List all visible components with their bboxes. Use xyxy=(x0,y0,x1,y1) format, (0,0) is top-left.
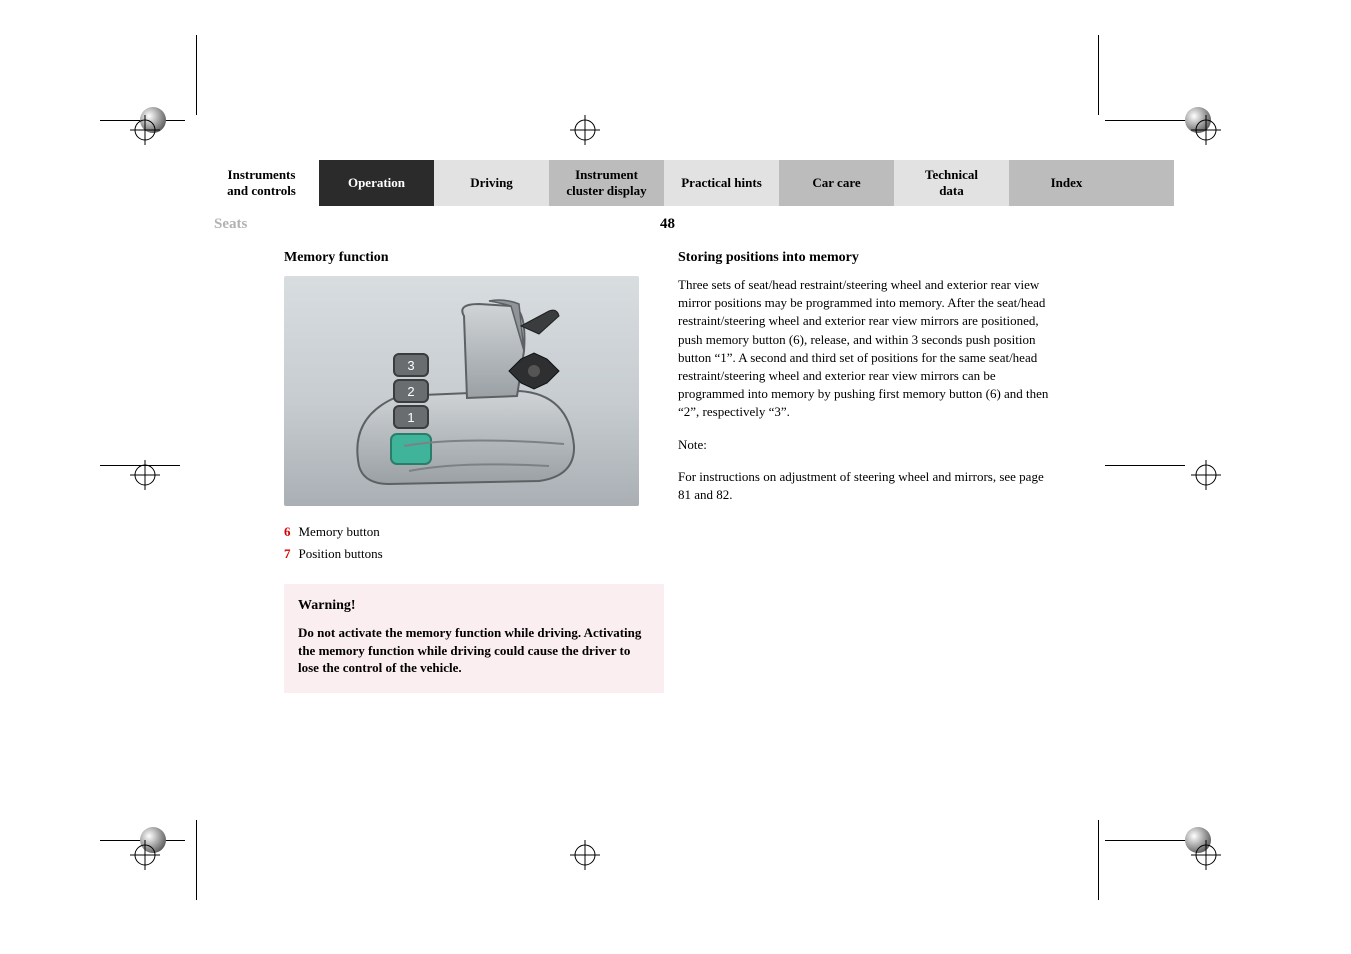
nav-tab[interactable]: Car care xyxy=(779,160,894,206)
nav-tabs: Instruments and controlsOperationDriving… xyxy=(204,160,1124,206)
nav-tab[interactable]: Index xyxy=(1009,160,1124,206)
position-button: 3 xyxy=(394,354,428,376)
nav-tab[interactable]: Practical hints xyxy=(664,160,779,206)
registration-mark xyxy=(120,105,170,155)
nav-tab[interactable]: Instrument cluster display xyxy=(549,160,664,206)
warning-box: Warning! Do not activate the memory func… xyxy=(284,584,664,693)
position-button: 2 xyxy=(394,380,428,402)
left-heading: Memory function xyxy=(284,250,659,266)
position-button-label: 3 xyxy=(407,358,414,373)
warning-body: Do not activate the memory function whil… xyxy=(298,624,650,677)
nav-tab[interactable]: Driving xyxy=(434,160,549,206)
registration-mark xyxy=(560,105,610,155)
page-number: 48 xyxy=(660,216,675,233)
legend-list: 6 Memory button 7 Position buttons xyxy=(284,524,659,562)
registration-mark xyxy=(1181,830,1231,880)
seat-illustration: 3 2 1 xyxy=(339,296,589,491)
nav-tab[interactable]: Technical data xyxy=(894,160,1009,206)
note-body: For instructions on adjustment of steeri… xyxy=(678,468,1058,504)
position-button-label: 1 xyxy=(407,410,414,425)
note-label: Note: xyxy=(678,436,1058,454)
legend-text: Memory button xyxy=(299,524,380,539)
right-heading: Storing positions into memory xyxy=(678,250,1058,266)
nav-tab-endcap xyxy=(1124,160,1174,206)
registration-mark xyxy=(560,830,610,880)
legend-number: 6 xyxy=(284,524,291,539)
registration-mark xyxy=(1181,105,1231,155)
seat-memory-diagram: 3 2 1 xyxy=(284,276,639,506)
legend-item: 6 Memory button xyxy=(284,524,659,540)
registration-mark xyxy=(120,450,170,500)
position-button-label: 2 xyxy=(407,384,414,399)
right-paragraph: Three sets of seat/head restraint/steeri… xyxy=(678,276,1058,422)
legend-item: 7 Position buttons xyxy=(284,546,659,562)
position-button: 1 xyxy=(394,406,428,428)
legend-number: 7 xyxy=(284,546,291,561)
warning-title: Warning! xyxy=(298,598,650,614)
nav-tab[interactable]: Operation xyxy=(319,160,434,206)
section-label: Seats xyxy=(214,216,247,233)
registration-mark xyxy=(1181,450,1231,500)
nav-tab[interactable]: Instruments and controls xyxy=(204,160,319,206)
legend-text: Position buttons xyxy=(299,546,383,561)
registration-mark xyxy=(120,830,170,880)
